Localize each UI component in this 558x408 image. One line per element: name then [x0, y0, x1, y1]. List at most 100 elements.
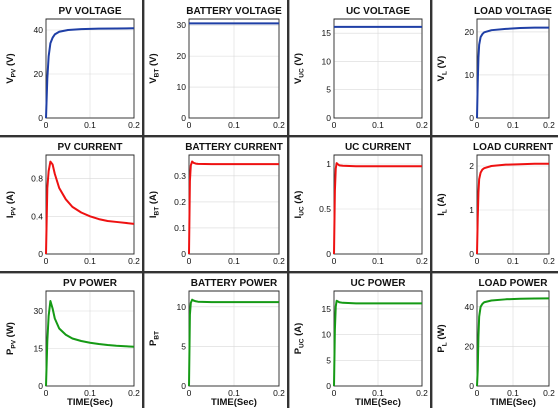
y-tick-label: 30: [177, 20, 187, 30]
y-axis-label: IPV (A): [5, 191, 18, 218]
chart-title: PV POWER: [63, 278, 118, 289]
y-label-symbol: P: [436, 346, 447, 353]
x-axis-label: TIME(Sec): [490, 397, 536, 408]
y-tick-label: 20: [177, 51, 187, 61]
chart-panel-5: BATTERY CURRENT 0 0.1 0.2 0 0.1 0.2 0.3 IBT (A): [148, 142, 285, 266]
x-tick-label: 0: [475, 120, 480, 130]
chart-title: LOAD POWER: [479, 278, 549, 289]
y-axis-label: PL (W): [436, 324, 449, 352]
x-tick-label: 0: [187, 388, 192, 398]
y-label-subscript: L: [442, 342, 449, 346]
plot-frame: [188, 18, 280, 119]
chart-panel-3: LOAD VOLTAGE 0 0.1 0.2 0 10 20 VL (V): [436, 6, 555, 130]
y-axis-label: IL (A): [436, 193, 449, 215]
y-tick-label: 1: [469, 205, 474, 215]
y-tick-label: 0: [38, 113, 43, 123]
x-tick-label: 0.1: [84, 388, 96, 398]
x-tick-label: 0.2: [416, 256, 428, 266]
x-tick-label: 0: [187, 256, 192, 266]
panel-separator-horizontal-0: [0, 135, 558, 138]
x-tick-label: 0.1: [507, 388, 519, 398]
y-label-unit: (V): [5, 53, 16, 68]
y-label-symbol: P: [148, 339, 159, 346]
y-label-subscript: L: [442, 209, 449, 213]
y-label-subscript: PV: [11, 206, 18, 215]
y-tick-label: 20: [465, 27, 475, 37]
chart-title: PV CURRENT: [57, 142, 122, 153]
series-line: [45, 27, 135, 119]
series-line: [188, 298, 279, 387]
y-tick-label: 0: [326, 381, 331, 391]
x-tick-label: 0: [475, 388, 480, 398]
y-tick-label: 0: [181, 381, 186, 391]
y-label-symbol: V: [5, 77, 16, 84]
chart-panel-8: PV POWER 0 0.1 0.2 0 15 30 PPV (W) TIME(Sec): [5, 278, 140, 408]
y-label-unit: (A): [5, 191, 16, 207]
y-label-symbol: V: [293, 77, 304, 84]
y-tick-label: 40: [34, 25, 44, 35]
x-tick-label: 0.1: [84, 120, 96, 130]
chart-panel-0: PV VOLTAGE 0 0.1 0.2 0 20 40 VPV (V): [5, 6, 140, 130]
panel-separator-vertical-0: [142, 0, 145, 408]
y-tick-label: 10: [465, 70, 475, 80]
y-tick-label: 5: [326, 355, 331, 365]
x-tick-label: 0: [332, 256, 337, 266]
panel-separator-vertical-2: [430, 0, 433, 408]
chart-title: BATTERY POWER: [191, 278, 278, 289]
series-line: [188, 160, 279, 255]
panel-separator-horizontal-1: [0, 271, 558, 274]
y-tick-label: 0: [181, 113, 186, 123]
x-tick-label: 0: [44, 120, 49, 130]
x-tick-label: 0.1: [372, 388, 384, 398]
plot-frame: [45, 290, 135, 387]
y-label-unit: (A): [293, 323, 304, 339]
x-tick-label: 0.1: [228, 120, 240, 130]
y-tick-label: 15: [322, 28, 332, 38]
chart-title: LOAD VOLTAGE: [474, 6, 552, 17]
chart-panel-1: BATTERY VOLTAGE 0 0.1 0.2 0 10 20 30 VBT (V): [148, 6, 285, 130]
chart-panel-10: UC POWER 0 0.1 0.2 0 5 10 15 PUC (A) TIME(Sec): [293, 278, 428, 408]
chart-title: LOAD CURRENT: [473, 142, 553, 153]
plot-frame: [476, 290, 550, 387]
y-axis-label: PUC (A): [293, 323, 306, 355]
y-tick-label: 5: [181, 341, 186, 351]
x-tick-label: 0.1: [507, 256, 519, 266]
plot-frame: [476, 18, 550, 119]
x-tick-label: 0.1: [372, 256, 384, 266]
y-tick-label: 30: [34, 306, 44, 316]
chart-title: UC VOLTAGE: [346, 6, 410, 17]
y-label-subscript: BT: [154, 69, 161, 78]
y-tick-label: 0: [38, 381, 43, 391]
y-label-unit: (A): [293, 191, 304, 207]
y-label-unit: (W): [436, 324, 447, 342]
y-label-symbol: I: [436, 213, 447, 216]
y-label-symbol: V: [436, 74, 447, 81]
y-label-symbol: P: [5, 348, 16, 355]
chart-title: UC POWER: [351, 278, 407, 289]
x-tick-label: 0.2: [128, 120, 140, 130]
series-line: [45, 300, 135, 387]
y-tick-label: 15: [34, 344, 44, 354]
x-tick-label: 0.2: [543, 120, 555, 130]
y-tick-label: 0.4: [31, 211, 43, 221]
plot-frame: [476, 154, 550, 255]
y-label-unit: (V): [293, 53, 304, 68]
y-label-symbol: P: [293, 347, 304, 354]
x-tick-label: 0.1: [84, 256, 96, 266]
x-tick-label: 0.1: [228, 388, 240, 398]
y-label-unit: (A): [148, 191, 159, 207]
y-tick-label: 40: [465, 302, 475, 312]
y-label-symbol: V: [148, 77, 159, 84]
y-label-subscript: UC: [299, 338, 306, 348]
y-axis-label: VUC (V): [293, 53, 306, 84]
y-label-unit: (V): [436, 56, 447, 71]
x-tick-label: 0.2: [416, 388, 428, 398]
x-tick-label: 0: [187, 120, 192, 130]
y-label-unit: (W): [5, 322, 16, 340]
series-line: [476, 162, 549, 255]
panel-separator-vertical-1: [287, 0, 290, 408]
x-tick-label: 0: [332, 388, 337, 398]
y-label-subscript: PV: [11, 68, 18, 77]
chart-panel-11: LOAD POWER 0 0.1 0.2 0 20 40 PL (W) TIME(Sec): [436, 278, 555, 408]
